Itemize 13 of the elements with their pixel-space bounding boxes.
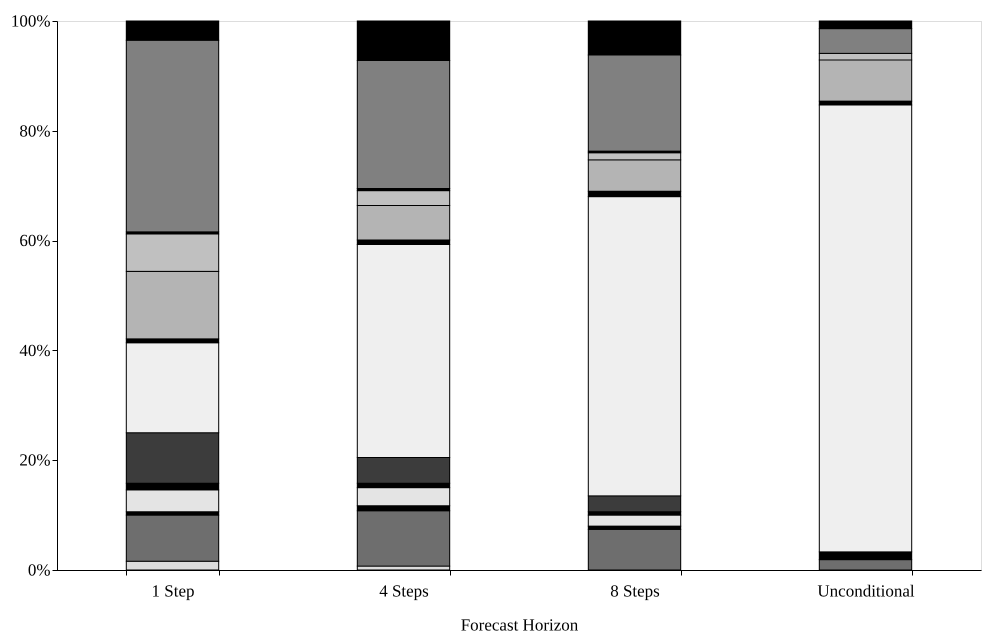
x-tick-label: 8 Steps [610,582,660,600]
y-tick-label: 60% [19,231,50,250]
y-tick-label: 80% [19,121,50,140]
x-tick-label: Unconditional [817,582,915,600]
x-axis-title: Forecast Horizon [460,616,579,634]
bar [588,514,682,527]
y-tick-label: 20% [19,450,50,470]
x-tick-label: 4 Steps [379,582,429,600]
bar [356,510,450,567]
y-tick-label: 40% [19,340,50,360]
y-tick-label: 100% [10,12,50,30]
y-tick-label: 0% [28,560,50,580]
x-tick-label: 1 Step [152,582,194,600]
